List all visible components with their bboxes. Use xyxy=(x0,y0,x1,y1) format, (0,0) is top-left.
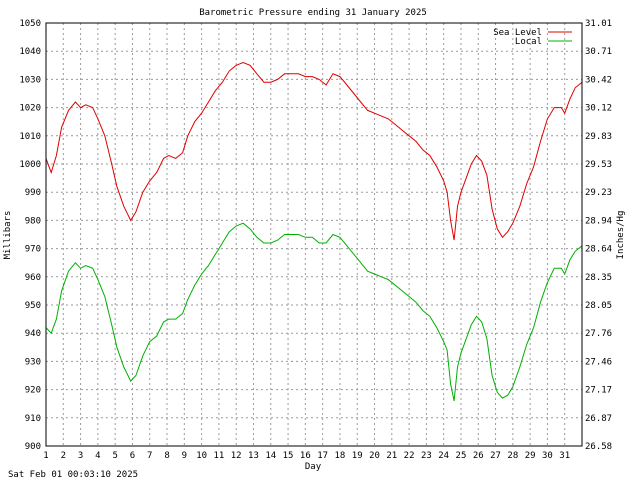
y-tick-label-right: 28.64 xyxy=(585,245,612,255)
chart-title: Barometric Pressure ending 31 January 20… xyxy=(199,8,427,18)
x-tick-label: 4 xyxy=(95,451,100,461)
x-tick-label: 20 xyxy=(369,451,380,461)
series-line-local xyxy=(45,222,583,402)
x-tick-label: 15 xyxy=(283,451,294,461)
plot-frame xyxy=(45,22,583,447)
x-tick-label: 29 xyxy=(525,451,536,461)
y-tick-label-right: 28.05 xyxy=(585,301,612,311)
y-tick-label: 1030 xyxy=(19,75,41,85)
x-tick-label: 22 xyxy=(404,451,415,461)
x-tick-label: 7 xyxy=(147,451,152,461)
y-tick-label: 940 xyxy=(25,329,41,339)
x-tick-label: 17 xyxy=(317,451,328,461)
x-tick-label: 27 xyxy=(490,451,501,461)
x-tick-label: 26 xyxy=(473,451,484,461)
y-tick-label-right: 29.23 xyxy=(585,188,612,198)
y-tick-label: 950 xyxy=(25,301,41,311)
x-tick-label: 6 xyxy=(130,451,135,461)
x-tick-label: 1 xyxy=(43,451,48,461)
legend-label-local: Local xyxy=(515,37,542,47)
y-tick-label-right: 27.46 xyxy=(585,357,612,367)
x-tick-label: 9 xyxy=(182,451,187,461)
x-axis-label: Day xyxy=(305,462,322,472)
y-tick-label: 1050 xyxy=(19,19,41,29)
y-tick-label-right: 27.17 xyxy=(585,386,612,396)
x-tick-label: 10 xyxy=(196,451,207,461)
y-axis-left-label: Millibars xyxy=(3,211,13,260)
x-tick-label: 13 xyxy=(248,451,259,461)
x-tick-label: 5 xyxy=(112,451,117,461)
y-tick-label: 990 xyxy=(25,188,41,198)
x-axis-ticks: 1 2 3 4 5 6 7 8 9 10 11 12 13 14 15 16 17 18 19 20 21 22 23 24 2… xyxy=(43,451,570,461)
series-group xyxy=(45,61,583,402)
y-tick-label: 1020 xyxy=(19,104,41,114)
y-tick-label: 960 xyxy=(25,273,41,283)
x-tick-label: 24 xyxy=(438,451,449,461)
legend-label-sea-level: Sea Level xyxy=(493,28,542,38)
y-tick-label-right: 29.83 xyxy=(585,132,612,142)
y-tick-label-right: 26.87 xyxy=(585,414,612,424)
y-tick-label-right: 31.01 xyxy=(585,19,612,29)
y-axis-right-label: Inches/Hg xyxy=(616,211,626,260)
x-tick-label: 2 xyxy=(61,451,66,461)
x-tick-label: 28 xyxy=(507,451,518,461)
y-tick-label-right: 30.42 xyxy=(585,75,612,85)
timestamp-footer: Sat Feb 01 00:03:10 2025 xyxy=(8,470,138,480)
y-tick-label-right: 28.94 xyxy=(585,216,612,226)
y-tick-label: 1000 xyxy=(19,160,41,170)
legend: Sea Level Local xyxy=(493,28,572,47)
y-tick-label: 1040 xyxy=(19,47,41,57)
x-tick-label: 8 xyxy=(164,451,169,461)
y-tick-label: 1010 xyxy=(19,132,41,142)
y-tick-label-right: 28.35 xyxy=(585,273,612,283)
x-tick-label: 30 xyxy=(542,451,553,461)
x-tick-label: 21 xyxy=(386,451,397,461)
y-tick-label: 930 xyxy=(25,357,41,367)
y-axis-left-ticks: 900 910 920 930 940 950 960 970 980 990 1000 1010 10… xyxy=(19,19,41,452)
y-tick-label-right: 26.58 xyxy=(585,442,612,452)
x-tick-label: 31 xyxy=(559,451,570,461)
y-axis-right-ticks: 26.58 26.87 27.17 27.46 27.76 28.05 28.35 28.64… xyxy=(585,19,612,452)
y-tick-label: 980 xyxy=(25,216,41,226)
y-tick-label-right: 29.53 xyxy=(585,160,612,170)
x-tick-label: 14 xyxy=(265,451,276,461)
y-tick-label: 920 xyxy=(25,386,41,396)
x-tick-label: 19 xyxy=(352,451,363,461)
y-tick-label: 900 xyxy=(25,442,41,452)
series-line-sea-level xyxy=(45,61,583,241)
y-tick-label-right: 30.71 xyxy=(585,47,612,57)
y-tick-label-right: 30.12 xyxy=(585,104,612,114)
y-tick-label: 910 xyxy=(25,414,41,424)
y-tick-label: 970 xyxy=(25,245,41,255)
y-tick-label-right: 27.76 xyxy=(585,329,612,339)
x-tick-label: 12 xyxy=(231,451,242,461)
x-tick-label: 16 xyxy=(300,451,311,461)
x-tick-label: 18 xyxy=(335,451,346,461)
x-tick-label: 11 xyxy=(213,451,224,461)
x-tick-label: 3 xyxy=(78,451,83,461)
x-tick-label: 25 xyxy=(456,451,467,461)
grid xyxy=(46,23,582,446)
x-tick-label: 23 xyxy=(421,451,432,461)
